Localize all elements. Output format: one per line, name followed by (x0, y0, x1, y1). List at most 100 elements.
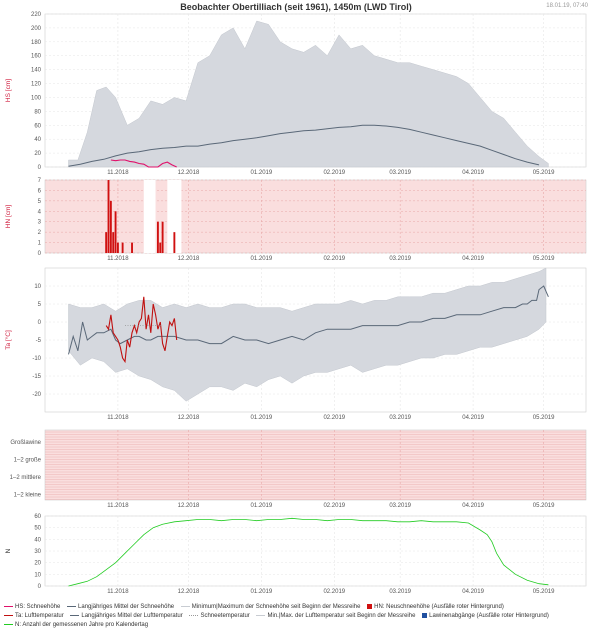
x-tick-label: 03.2019 (389, 256, 411, 262)
data-available-gap (143, 180, 156, 253)
x-tick-label: 02.2019 (323, 503, 345, 509)
minmax-band (68, 267, 547, 402)
legend-item[interactable]: Ta: Lufttemperatur (4, 612, 64, 621)
x-tick-label: 02.2019 (323, 170, 345, 176)
x-tick-label: 04.2019 (462, 170, 484, 176)
legend-swatch (180, 605, 190, 607)
hn-bar (105, 232, 108, 253)
y-tick-label: -15 (32, 374, 41, 380)
legend-label: Ta: Lufttemperatur (15, 613, 64, 619)
y-tick-label: 100 (31, 95, 42, 101)
legend-row-1: HS: Schneehöhe Langjähriges Mittel der S… (4, 603, 590, 612)
x-tick-label: 03.2019 (389, 589, 411, 595)
y-tick-label: 0 (38, 165, 42, 171)
y-tick-label: 2 (38, 230, 42, 236)
legend-swatch (4, 605, 13, 607)
x-tick-label: 01.2019 (251, 256, 273, 262)
x-tick-label: 04.2019 (462, 256, 484, 262)
legend-label: N: Anzahl der gemessenen Jahre pro Kalen… (15, 622, 149, 628)
avalanche-row-label: 1–2 große (14, 458, 42, 464)
hn-bar (131, 242, 133, 253)
x-tick-label: 12.2018 (178, 170, 200, 176)
y-tick-label: 0 (38, 320, 42, 326)
x-tick-label: 05.2019 (533, 503, 555, 509)
y-axis-label: N (5, 548, 12, 553)
legend-swatch (422, 612, 428, 618)
legend-item[interactable]: Lawinenabgänge (Ausfälle roter Hintergru… (422, 612, 549, 621)
legend-item[interactable]: Langjähriges Mittel der Lufttemperatur (70, 612, 183, 621)
y-tick-label: 80 (34, 109, 41, 115)
y-tick-label: 4 (38, 209, 42, 215)
x-tick-label: 01.2019 (251, 503, 273, 509)
avalanche-row-label: 1–2 mittlere (10, 475, 42, 481)
y-tick-label: 200 (31, 26, 42, 32)
y-tick-label: 50 (34, 526, 41, 532)
y-tick-label: -20 (32, 392, 41, 398)
legend-item[interactable]: HN: Neuschneehöhe (Ausfälle roter Hinter… (367, 603, 504, 612)
legend-label: Langjähriges Mittel der Lufttemperatur (81, 613, 183, 619)
plot-area (44, 429, 587, 501)
hn-bar (107, 180, 110, 253)
legend-label: Schneetemperatur (200, 613, 250, 619)
legend-row-3: N: Anzahl der gemessenen Jahre pro Kalen… (4, 621, 590, 630)
legend-item[interactable]: Min.|Max. der Lufttemperatur seit Beginn… (256, 612, 415, 621)
x-tick-label: 05.2019 (533, 415, 555, 421)
y-axis-label: HS [cm] (5, 79, 12, 102)
legend-item[interactable]: HS: Schneehöhe (4, 603, 60, 612)
legend: HS: Schneehöhe Langjähriges Mittel der S… (4, 603, 590, 630)
y-tick-label: -5 (36, 338, 42, 344)
x-tick-label: 11.2018 (107, 256, 129, 262)
legend-label: Lawinenabgänge (Ausfälle roter Hintergru… (429, 613, 549, 619)
x-tick-label: 12.2018 (178, 589, 200, 595)
y-tick-label: 10 (34, 284, 41, 290)
x-tick-label: 03.2019 (389, 415, 411, 421)
y-tick-label: -10 (32, 356, 41, 362)
y-tick-label: 1 (38, 241, 42, 247)
legend-item[interactable]: N: Anzahl der gemessenen Jahre pro Kalen… (4, 621, 148, 630)
y-tick-label: 30 (34, 549, 41, 555)
hn-bar (173, 232, 176, 253)
legend-item[interactable]: Schneetemperatur (189, 612, 250, 621)
y-tick-label: 0 (38, 584, 42, 590)
legend-swatch (256, 614, 266, 616)
legend-swatch (67, 605, 77, 607)
legend-swatch (4, 614, 13, 616)
y-tick-label: 40 (34, 537, 41, 543)
timestamp: 18.01.19, 07:40 (546, 3, 588, 9)
y-tick-label: 60 (34, 514, 41, 520)
chart-canvas: 11.2018 12.2018 01.2019 02.2019 03.2019 04.20… (4, 12, 587, 595)
mean-line (68, 124, 540, 167)
legend-item[interactable]: Minimum|Maximum der Schneehöhe seit Begi… (180, 603, 360, 612)
y-axis-label: Ta [°C] (4, 330, 12, 350)
hn-bar (159, 242, 162, 253)
hn-bar (161, 221, 164, 253)
y-tick-label: 0 (38, 251, 42, 257)
x-tick-label: 03.2019 (389, 503, 411, 509)
hn-bar (156, 221, 159, 253)
legend-label: HS: Schneehöhe (15, 604, 61, 610)
y-tick-label: 6 (38, 188, 42, 194)
x-tick-label: 04.2019 (462, 503, 484, 509)
y-tick-label: 20 (34, 561, 41, 567)
legend-item[interactable]: Langjähriges Mittel der Schneehöhe (67, 603, 174, 612)
x-tick-label: 11.2018 (107, 503, 129, 509)
y-tick-label: 5 (38, 199, 42, 205)
legend-label: HN: Neuschneehöhe (Ausfälle roter Hinter… (374, 604, 504, 610)
y-axis-label: HN [cm] (5, 205, 12, 229)
y-tick-label: 7 (38, 178, 42, 184)
hs-line (110, 159, 177, 168)
x-tick-label: 01.2019 (251, 415, 273, 421)
x-tick-label: 12.2018 (178, 503, 200, 509)
chart-title: Beobachter Obertilliach (seit 1961), 145… (180, 2, 412, 12)
x-tick-label: 05.2019 (533, 589, 555, 595)
plot-area (44, 179, 587, 254)
ta-line (105, 296, 178, 364)
x-tick-label: 12.2018 (178, 415, 200, 421)
y-tick-label: 10 (34, 572, 41, 578)
y-tick-label: 60 (34, 123, 41, 129)
hn-bar (121, 242, 124, 253)
avalanche-row-label: 1–2 kleine (14, 493, 42, 499)
x-tick-label: 01.2019 (251, 170, 273, 176)
legend-row-2: Ta: Lufttemperatur Langjähriges Mittel d… (4, 612, 590, 621)
x-tick-label: 11.2018 (107, 170, 129, 176)
